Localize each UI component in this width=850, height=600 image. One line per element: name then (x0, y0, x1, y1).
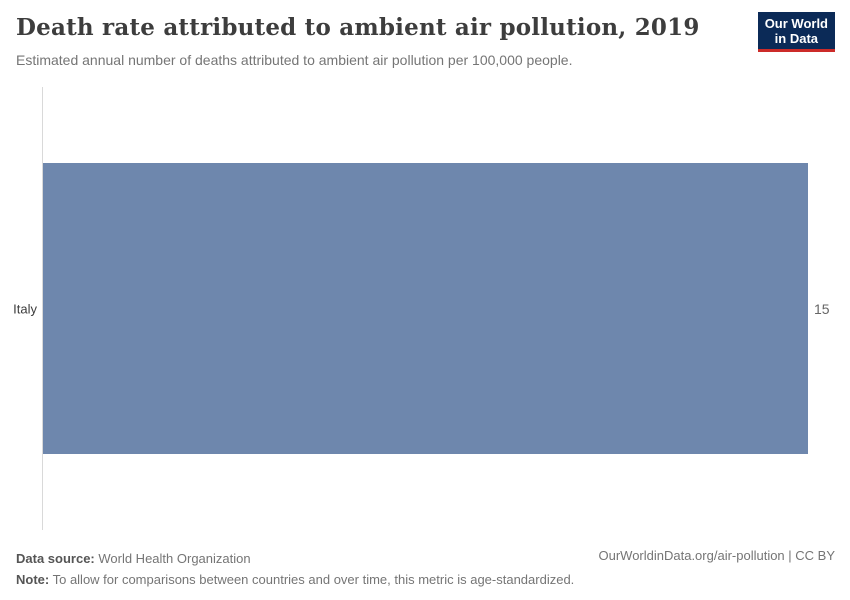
data-source-line: Data source: World Health Organization (16, 548, 574, 569)
owid-logo-line2: in Data (774, 31, 819, 46)
chart-subtitle: Estimated annual number of deaths attrib… (16, 52, 573, 68)
note-value: To allow for comparisons between countri… (49, 572, 575, 587)
y-axis-line (42, 87, 43, 530)
entity-label-italy: Italy (13, 301, 37, 317)
chart-footer: Data source: World Health Organization N… (16, 548, 574, 590)
data-source-value: World Health Organization (94, 551, 251, 566)
value-label: 15 (814, 301, 830, 317)
owid-logo[interactable]: Our World in Data (757, 12, 835, 52)
data-source-label: Data source: (16, 551, 95, 566)
owid-url-link[interactable]: OurWorldinData.org/air-pollution | CC BY (598, 548, 835, 563)
chart-title: Death rate attributed to ambient air pol… (16, 14, 700, 41)
bar-italy[interactable] (43, 163, 808, 454)
note-line: Note: To allow for comparisons between c… (16, 569, 574, 590)
owid-logo-line1: Our World (764, 16, 828, 31)
note-label: Note: (16, 572, 50, 587)
